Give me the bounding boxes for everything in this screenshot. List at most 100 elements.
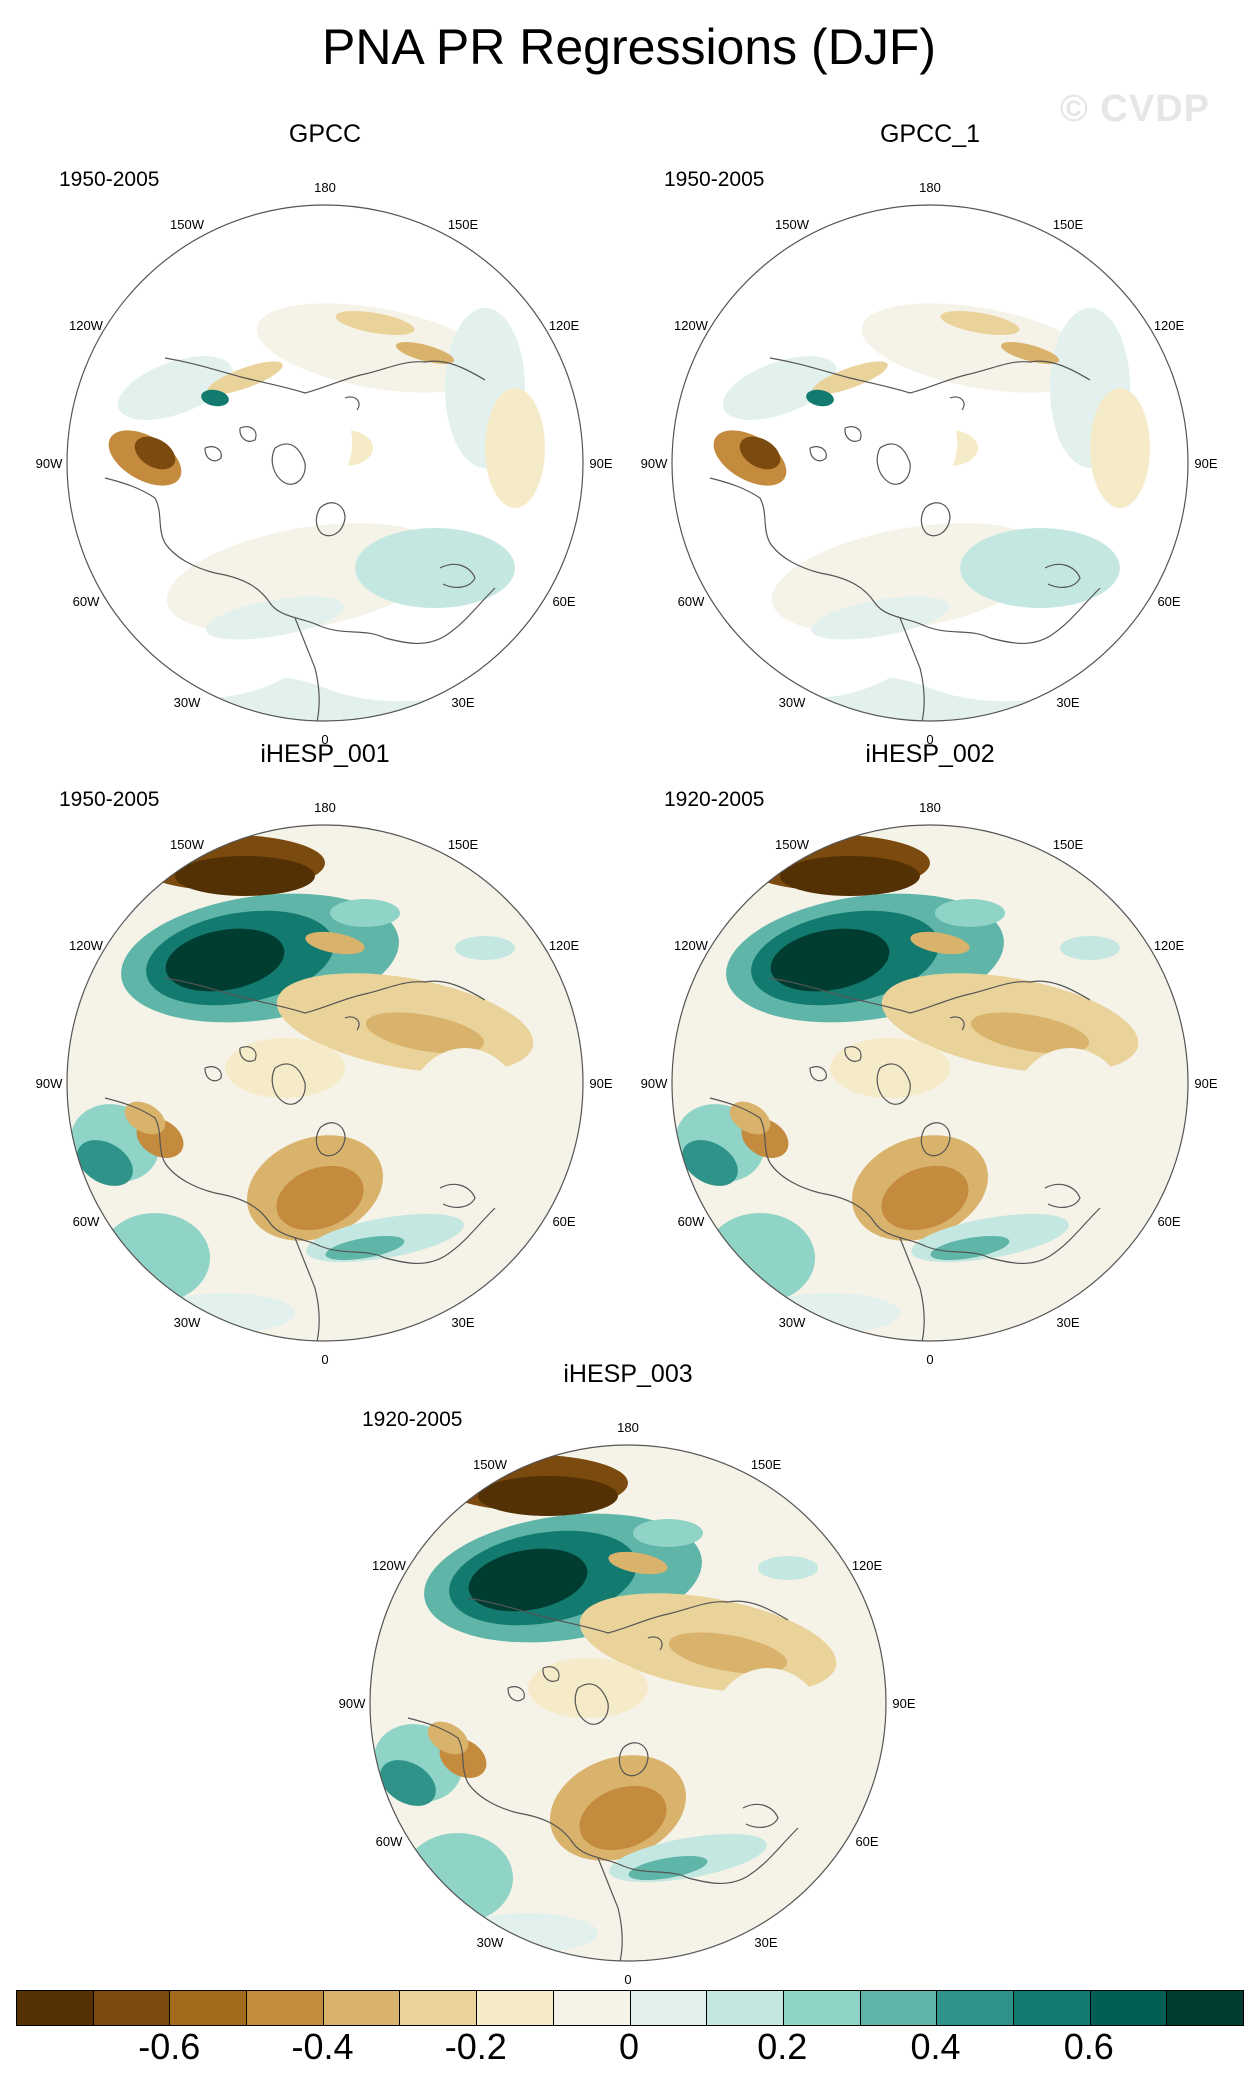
panel-title: iHESP_003	[563, 1360, 693, 1388]
coastline	[164, 357, 366, 394]
colorbar-segment	[247, 1991, 324, 2025]
map-border	[369, 1444, 887, 1962]
coastline	[899, 1237, 925, 1341]
longitude-label: 30E	[754, 1935, 777, 1950]
coastline	[809, 1066, 827, 1082]
regression-patch	[305, 931, 365, 955]
regression-patch	[1010, 1048, 1130, 1188]
regression-patch	[930, 1235, 1010, 1261]
regression-patch	[579, 1785, 667, 1851]
regression-patch	[165, 928, 285, 992]
longitude-label: 150E	[751, 1457, 782, 1472]
regression-patch	[427, 1721, 469, 1755]
coastline	[709, 477, 821, 574]
regression-patch	[729, 1101, 771, 1135]
regression-patch	[722, 356, 838, 420]
colorbar-tick-label: 0.4	[910, 2026, 961, 2067]
coastline	[344, 1016, 360, 1031]
panel-title: GPCC	[288, 120, 362, 148]
longitude-label: 120E	[1154, 318, 1185, 333]
map-field	[67, 205, 583, 721]
panel-title: GPCC_1	[879, 120, 981, 148]
coastline	[949, 1016, 965, 1031]
coastline	[384, 587, 496, 645]
coastline	[239, 426, 257, 442]
coastline	[844, 426, 862, 442]
colorbar-tick-label: -0.4	[291, 2026, 354, 2067]
colorbar-tick-label: -0.6	[138, 2026, 201, 2067]
longitude-label: 90W	[36, 456, 63, 471]
polar-map: 180 150E 120E 90E 60E 30E 0 30W 60W 90W 120W 150W	[339, 1420, 916, 1987]
panel-period: 1920-2005	[664, 788, 765, 811]
longitude-label: 30W	[779, 695, 806, 710]
coastline	[949, 396, 965, 411]
longitude-label: 90E	[1194, 1076, 1217, 1091]
colorbar	[16, 1990, 1244, 2026]
longitude-label: 150E	[1053, 217, 1084, 232]
regression-patch	[960, 528, 1120, 608]
coastline	[618, 1742, 649, 1777]
coastline	[844, 1046, 862, 1062]
coastline	[969, 360, 1091, 381]
longitude-label: 120W	[674, 938, 709, 953]
coastline	[294, 1237, 320, 1341]
colorbar-segment	[477, 1991, 554, 2025]
longitude-label: 0	[926, 1352, 933, 1367]
polar-map: 180 150E 120E 90E 60E 30E 0 30W 60W 90W 120W 150W	[641, 180, 1218, 747]
coastline	[574, 1683, 609, 1725]
longitude-label: 150W	[170, 217, 205, 232]
regression-patch	[455, 936, 515, 960]
polar-map: 180 150E 120E 90E 60E 30E 0 30W 60W 90W 120W 150W	[641, 800, 1218, 1367]
longitude-label: 30E	[451, 695, 474, 710]
panel-title: iHESP_002	[865, 740, 995, 768]
coastline	[214, 1192, 386, 1259]
longitude-label: 150E	[448, 217, 479, 232]
longitude-label: 90W	[339, 1696, 366, 1711]
coastline	[769, 357, 971, 394]
regression-patch	[201, 389, 229, 407]
regression-patch	[1090, 388, 1150, 508]
regression-patch	[117, 356, 233, 420]
panel-ihesp-003: iHESP_003 1920-2005 180 150E 120E 90E 60E 30E…	[339, 1360, 916, 1987]
longitude-label: 30E	[451, 1315, 474, 1330]
regression-patch	[780, 856, 920, 896]
longitude-label: 0	[321, 1352, 328, 1367]
coastline	[647, 1636, 663, 1651]
coastline	[542, 1666, 560, 1682]
coastline	[876, 443, 911, 485]
longitude-label: 120W	[674, 318, 709, 333]
coastline	[204, 446, 222, 462]
coastline	[294, 617, 320, 721]
panel-period: 1950-2005	[59, 788, 160, 811]
regression-patch	[124, 1101, 166, 1135]
colorbar-segment	[17, 1991, 94, 2025]
coastline	[507, 1686, 525, 1702]
watermark-logo: © CVDP	[1059, 88, 1210, 130]
longitude-label: 60E	[855, 1834, 878, 1849]
map-border	[66, 824, 584, 1342]
coastline	[989, 587, 1101, 645]
colorbar-segment	[553, 1991, 631, 2025]
colorbar-tick-label: 0	[618, 2026, 640, 2067]
coastline	[1044, 1183, 1081, 1208]
regression-patch	[205, 596, 345, 640]
panel-gpcc: GPCC 1950-2005 180 150E 120E 90E 60E 30E 0 30W 6…	[36, 120, 613, 747]
regression-patch	[608, 1551, 668, 1575]
longitude-label: 180	[919, 180, 941, 195]
missing-data-region	[862, 406, 958, 492]
coastline	[709, 1097, 821, 1194]
longitude-label: 90W	[641, 456, 668, 471]
longitude-label: 150W	[775, 837, 810, 852]
regression-patch	[708, 1668, 828, 1808]
longitude-label: 120E	[1154, 938, 1185, 953]
coastline	[315, 1122, 346, 1157]
regression-patch	[175, 856, 315, 896]
map-field	[370, 1445, 886, 1961]
map-border	[671, 824, 1189, 1342]
coastline	[517, 1812, 689, 1879]
coastline	[809, 446, 827, 462]
coastline	[271, 443, 306, 485]
coastlines	[104, 977, 496, 1341]
colorbar-segment	[1013, 1991, 1091, 2025]
regression-patch	[705, 1213, 815, 1303]
